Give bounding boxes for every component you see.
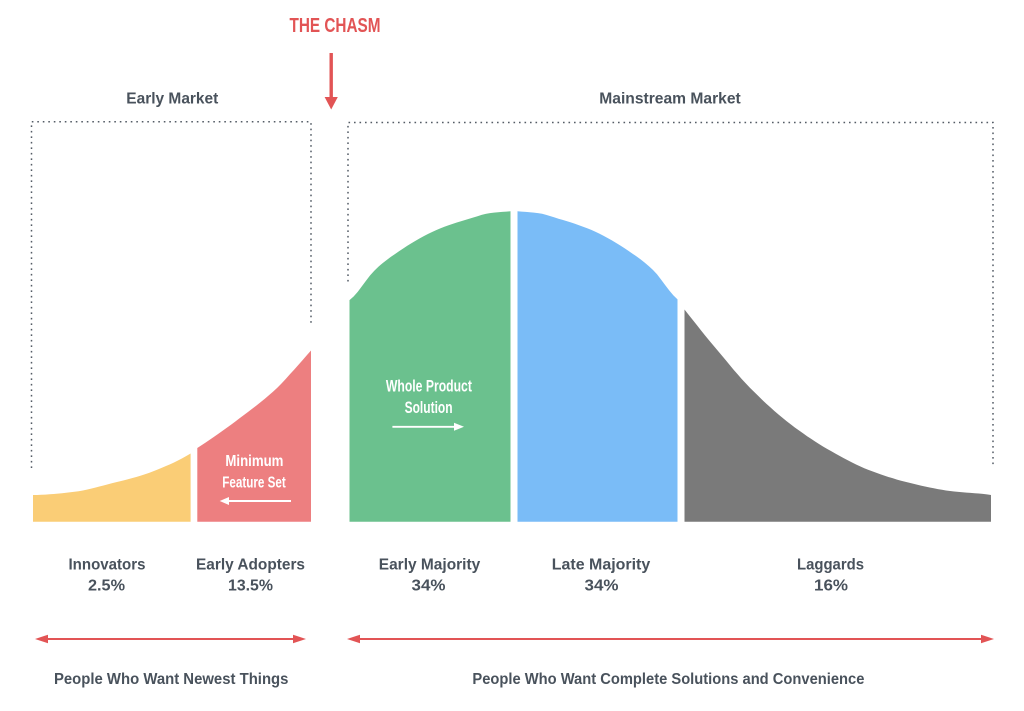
svg-text:16%: 16%	[814, 578, 848, 595]
svg-text:THE CHASM: THE CHASM	[290, 14, 381, 37]
svg-text:People Who Want Complete Solut: People Who Want Complete Solutions and C…	[472, 671, 864, 688]
svg-text:Laggards: Laggards	[797, 557, 864, 574]
svg-text:2.5%: 2.5%	[88, 578, 125, 595]
svg-text:34%: 34%	[412, 578, 446, 595]
svg-text:Mainstream Market: Mainstream Market	[599, 91, 741, 108]
svg-text:Early Market: Early Market	[126, 91, 219, 108]
svg-text:Late Majority: Late Majority	[552, 557, 651, 574]
svg-text:Early Adopters: Early Adopters	[196, 557, 305, 574]
svg-text:Solution: Solution	[405, 398, 453, 417]
svg-text:Innovators: Innovators	[69, 557, 146, 574]
svg-text:Whole Product: Whole Product	[386, 376, 472, 395]
svg-text:Minimum: Minimum	[225, 453, 283, 470]
svg-text:Feature Set: Feature Set	[222, 474, 286, 491]
svg-text:People Who Want Newest Things: People Who Want Newest Things	[54, 671, 289, 688]
svg-text:13.5%: 13.5%	[228, 578, 273, 595]
svg-text:Early Majority: Early Majority	[379, 557, 481, 574]
svg-text:34%: 34%	[585, 578, 619, 595]
